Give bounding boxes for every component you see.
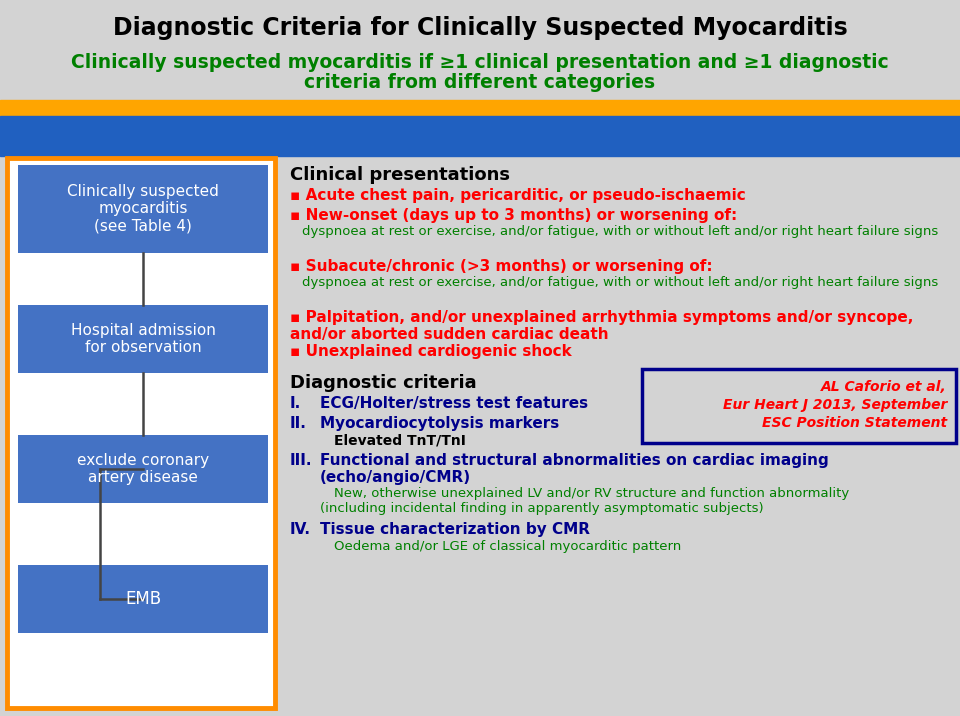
- Text: ▪ Palpitation, and/or unexplained arrhythmia symptoms and/or syncope, and/or abo: ▪ Palpitation, and/or unexplained arrhyt…: [290, 310, 913, 342]
- Text: Elevated TnT/TnI: Elevated TnT/TnI: [334, 433, 466, 447]
- Text: Myocardiocytolysis markers: Myocardiocytolysis markers: [320, 416, 560, 431]
- Text: ECG/Holter/stress test features: ECG/Holter/stress test features: [320, 396, 588, 411]
- Text: EMB: EMB: [125, 590, 161, 608]
- Text: I.: I.: [290, 396, 301, 411]
- Text: exclude coronary
artery disease: exclude coronary artery disease: [77, 453, 209, 485]
- FancyBboxPatch shape: [7, 158, 275, 708]
- FancyBboxPatch shape: [642, 369, 956, 443]
- Text: Eur Heart J 2013, September: Eur Heart J 2013, September: [723, 398, 947, 412]
- Text: Diagnostic Criteria for Clinically Suspected Myocarditis: Diagnostic Criteria for Clinically Suspe…: [112, 16, 848, 40]
- Text: ▪ New-onset (days up to 3 months) or worsening of:: ▪ New-onset (days up to 3 months) or wor…: [290, 208, 737, 223]
- Text: II.: II.: [290, 416, 307, 431]
- Text: New, otherwise unexplained LV and/or RV structure and function abnormality: New, otherwise unexplained LV and/or RV …: [334, 487, 850, 500]
- Text: ▪ Unexplained cardiogenic shock: ▪ Unexplained cardiogenic shock: [290, 344, 572, 359]
- FancyBboxPatch shape: [18, 435, 268, 503]
- FancyBboxPatch shape: [18, 305, 268, 373]
- Text: ESC Position Statement: ESC Position Statement: [762, 416, 947, 430]
- Text: Clinically suspected
myocarditis
(see Table 4): Clinically suspected myocarditis (see Ta…: [67, 184, 219, 234]
- Text: Diagnostic criteria: Diagnostic criteria: [290, 374, 476, 392]
- Bar: [0, 100, 960, 116]
- Text: Hospital admission
for observation: Hospital admission for observation: [71, 323, 215, 355]
- Text: Clinical presentations: Clinical presentations: [290, 166, 510, 184]
- Text: Clinically suspected myocarditis if ≥1 clinical presentation and ≥1 diagnostic: Clinically suspected myocarditis if ≥1 c…: [71, 52, 889, 72]
- Text: Tissue characterization by CMR: Tissue characterization by CMR: [320, 522, 590, 537]
- Bar: [0, 116, 960, 156]
- Text: ▪ Acute chest pain, pericarditic, or pseudo-ischaemic: ▪ Acute chest pain, pericarditic, or pse…: [290, 188, 746, 203]
- Text: (including incidental finding in apparently asymptomatic subjects): (including incidental finding in apparen…: [320, 502, 763, 515]
- Text: ▪ Subacute/chronic (>3 months) or worsening of:: ▪ Subacute/chronic (>3 months) or worsen…: [290, 259, 712, 274]
- Text: dyspnoea at rest or exercise, and/or fatigue, with or without left and/or right : dyspnoea at rest or exercise, and/or fat…: [302, 225, 938, 238]
- Text: Oedema and/or LGE of classical myocarditic pattern: Oedema and/or LGE of classical myocardit…: [334, 540, 682, 553]
- Text: dyspnoea at rest or exercise, and/or fatigue, with or without left and/or right : dyspnoea at rest or exercise, and/or fat…: [302, 276, 938, 289]
- FancyBboxPatch shape: [18, 165, 268, 253]
- Text: IV.: IV.: [290, 522, 311, 537]
- Text: Functional and structural abnormalities on cardiac imaging (echo/angio/CMR): Functional and structural abnormalities …: [320, 453, 828, 485]
- Text: criteria from different categories: criteria from different categories: [304, 72, 656, 92]
- FancyBboxPatch shape: [18, 565, 268, 633]
- Text: AL Caforio et al,: AL Caforio et al,: [821, 380, 947, 394]
- Text: III.: III.: [290, 453, 313, 468]
